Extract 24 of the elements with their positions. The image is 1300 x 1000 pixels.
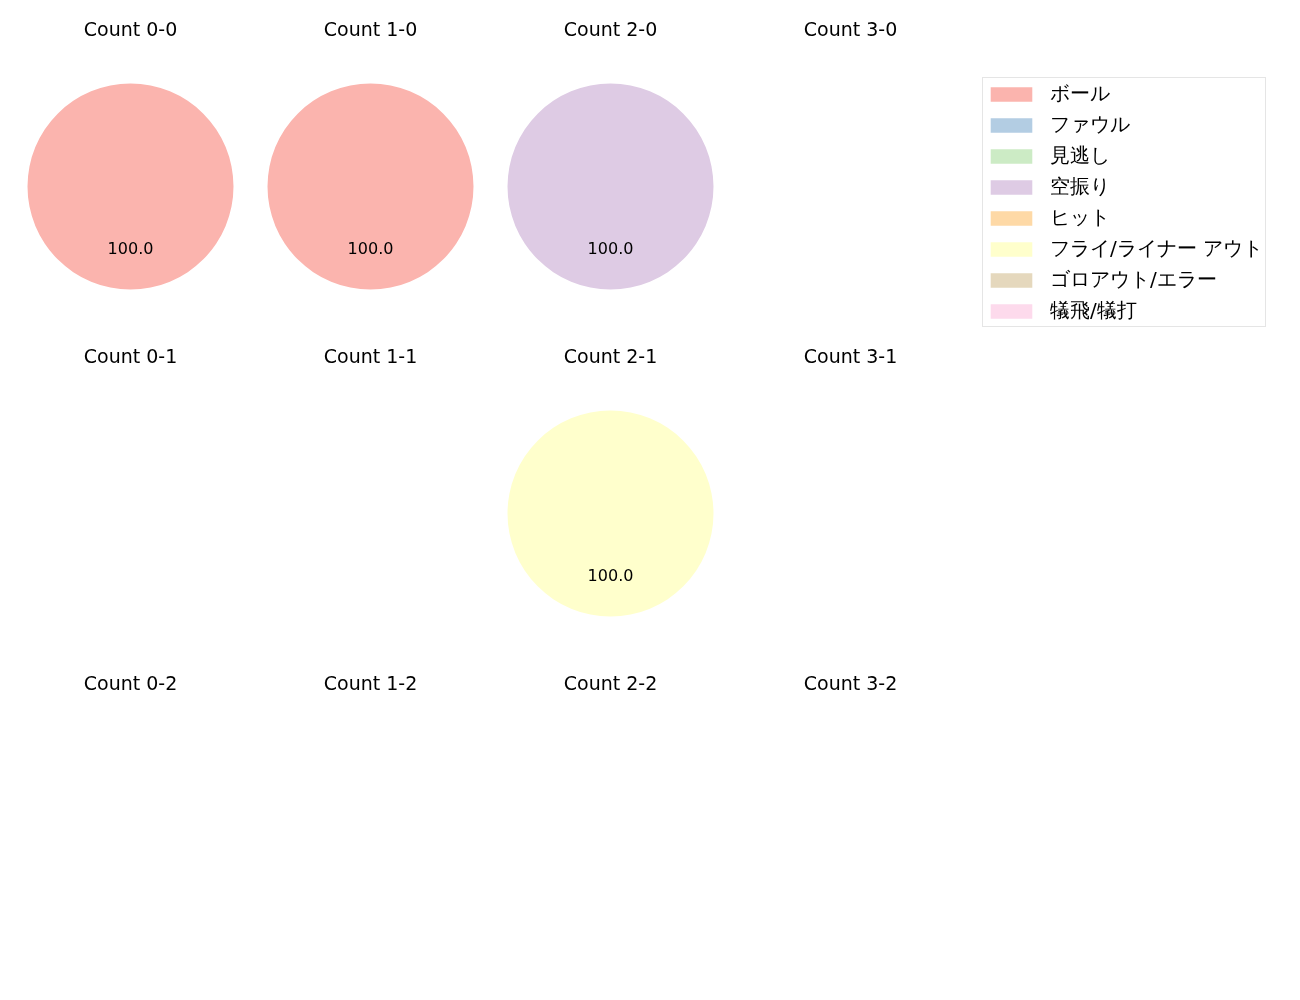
text: Count 2-2: [563, 671, 658, 694]
legend-label: ヒット: [1050, 204, 1110, 231]
data-label: 100.0: [347, 239, 394, 259]
legend-label: フライ/ライナー アウト: [1050, 235, 1264, 262]
text: Count 3-0: [803, 17, 898, 40]
text: Count 3-1: [803, 344, 898, 367]
text: Count 3-2: [803, 671, 898, 694]
text: Count 1-1: [323, 344, 418, 367]
legend-label: 空振り: [1050, 173, 1110, 200]
text: Count 0-2: [83, 671, 178, 694]
legend-label: ボール: [1050, 80, 1110, 107]
text: Count 1-2: [323, 671, 418, 694]
data-label: 100.0: [587, 239, 634, 259]
chart-title: Count 2-1: [563, 344, 658, 367]
text: Count 0-1: [83, 344, 178, 367]
legend-label: ゴロアウト/エラー: [1050, 266, 1217, 293]
chart-title: Count 2-0: [563, 17, 658, 40]
data-label: 100.0: [587, 566, 634, 586]
chart-title: Count 1-0: [323, 17, 418, 40]
legend-label: 犠飛/犠打: [1050, 297, 1137, 324]
data-label: 100.0: [107, 239, 154, 259]
legend-label: 見逃し: [1050, 142, 1110, 169]
legend-label: ファウル: [1050, 111, 1130, 138]
chart-title: Count 0-0: [83, 17, 178, 40]
